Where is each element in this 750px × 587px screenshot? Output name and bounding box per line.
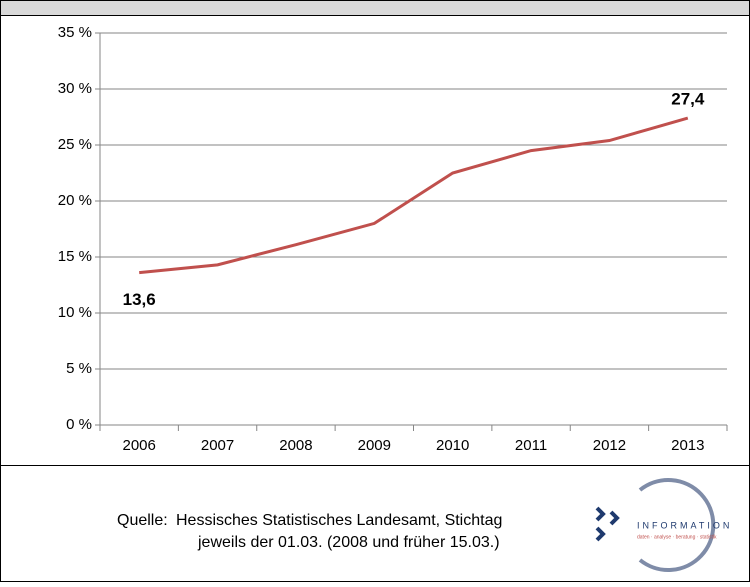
source-line: Hessisches Statistisches Landesamt, Stic… [176, 512, 502, 529]
x-tick-label: 2013 [671, 437, 704, 454]
y-tick-label: 35 % [58, 24, 92, 41]
x-tick-label: 2006 [123, 437, 156, 454]
source-line: jeweils der 01.03. (2008 und früher 15.0… [197, 534, 500, 551]
y-tick-label: 30 % [58, 80, 92, 97]
logo-tagline: daten · analyse · beratung · statistik [637, 534, 717, 540]
y-tick-label: 15 % [58, 248, 92, 265]
x-tick-label: 2008 [279, 437, 312, 454]
x-tick-label: 2009 [358, 437, 391, 454]
data-label: 13,6 [123, 290, 156, 309]
y-tick-label: 25 % [58, 136, 92, 153]
x-tick-label: 2012 [593, 437, 626, 454]
logo-arrows [595, 506, 620, 542]
logo-arc [638, 478, 716, 572]
logo-text: INFORMATION [637, 520, 732, 530]
source-label: Quelle: [117, 512, 168, 529]
x-tick-label: 2007 [201, 437, 234, 454]
x-tick-label: 2011 [515, 437, 547, 454]
x-tick-label: 2010 [436, 437, 469, 454]
header-bar [0, 0, 750, 15]
logo: INFORMATION daten · analyse · beratung ·… [595, 478, 732, 572]
y-tick-label: 0 % [66, 416, 92, 433]
y-tick-label: 20 % [58, 192, 92, 209]
y-tick-label: 5 % [66, 360, 92, 377]
data-label: 27,4 [671, 90, 705, 109]
y-tick-label: 10 % [58, 304, 92, 321]
data-line [139, 116, 689, 275]
